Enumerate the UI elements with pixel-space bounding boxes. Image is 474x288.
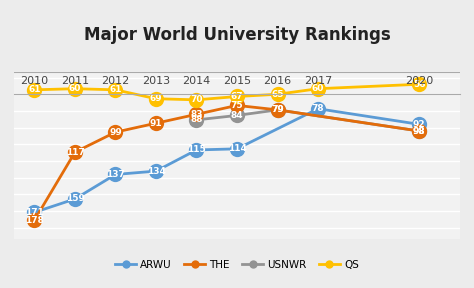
Text: 60: 60 bbox=[69, 84, 81, 93]
Text: 2012: 2012 bbox=[101, 76, 129, 86]
Text: 2017: 2017 bbox=[304, 76, 332, 86]
Text: 56: 56 bbox=[413, 80, 426, 89]
Text: 78: 78 bbox=[312, 104, 324, 113]
Text: 159: 159 bbox=[65, 194, 84, 203]
Text: 79: 79 bbox=[271, 105, 284, 114]
Text: 2013: 2013 bbox=[142, 76, 170, 86]
Text: 92: 92 bbox=[413, 120, 426, 129]
Text: 98: 98 bbox=[413, 126, 426, 136]
Text: 2014: 2014 bbox=[182, 76, 210, 86]
Text: 70: 70 bbox=[190, 95, 203, 104]
Text: 134: 134 bbox=[146, 167, 165, 176]
Text: 99: 99 bbox=[109, 128, 122, 137]
Text: 117: 117 bbox=[65, 148, 84, 157]
Text: 60: 60 bbox=[312, 84, 324, 93]
Text: 115: 115 bbox=[187, 145, 206, 154]
Text: 83: 83 bbox=[190, 110, 203, 119]
Text: 171: 171 bbox=[25, 208, 44, 217]
Text: 98: 98 bbox=[413, 126, 426, 136]
Legend: ARWU, THE, USNWR, QS: ARWU, THE, USNWR, QS bbox=[111, 256, 363, 274]
Text: 178: 178 bbox=[25, 216, 44, 225]
Text: 84: 84 bbox=[231, 111, 243, 120]
Text: 2020: 2020 bbox=[405, 76, 433, 86]
Text: 91: 91 bbox=[150, 119, 162, 128]
Text: 67: 67 bbox=[231, 92, 243, 101]
Text: Major World University Rankings: Major World University Rankings bbox=[83, 26, 391, 44]
Text: 2010: 2010 bbox=[20, 76, 48, 86]
Text: 2011: 2011 bbox=[61, 76, 89, 86]
Text: 69: 69 bbox=[150, 94, 162, 103]
Text: 114: 114 bbox=[228, 144, 246, 153]
Text: 79: 79 bbox=[271, 105, 284, 114]
Text: 88: 88 bbox=[190, 115, 203, 124]
Text: 65: 65 bbox=[271, 90, 284, 99]
Text: 61: 61 bbox=[109, 85, 122, 94]
Text: 137: 137 bbox=[106, 170, 125, 179]
Text: 61: 61 bbox=[28, 85, 41, 94]
Text: 2015: 2015 bbox=[223, 76, 251, 86]
Text: 75: 75 bbox=[231, 101, 243, 110]
Text: 2016: 2016 bbox=[264, 76, 292, 86]
